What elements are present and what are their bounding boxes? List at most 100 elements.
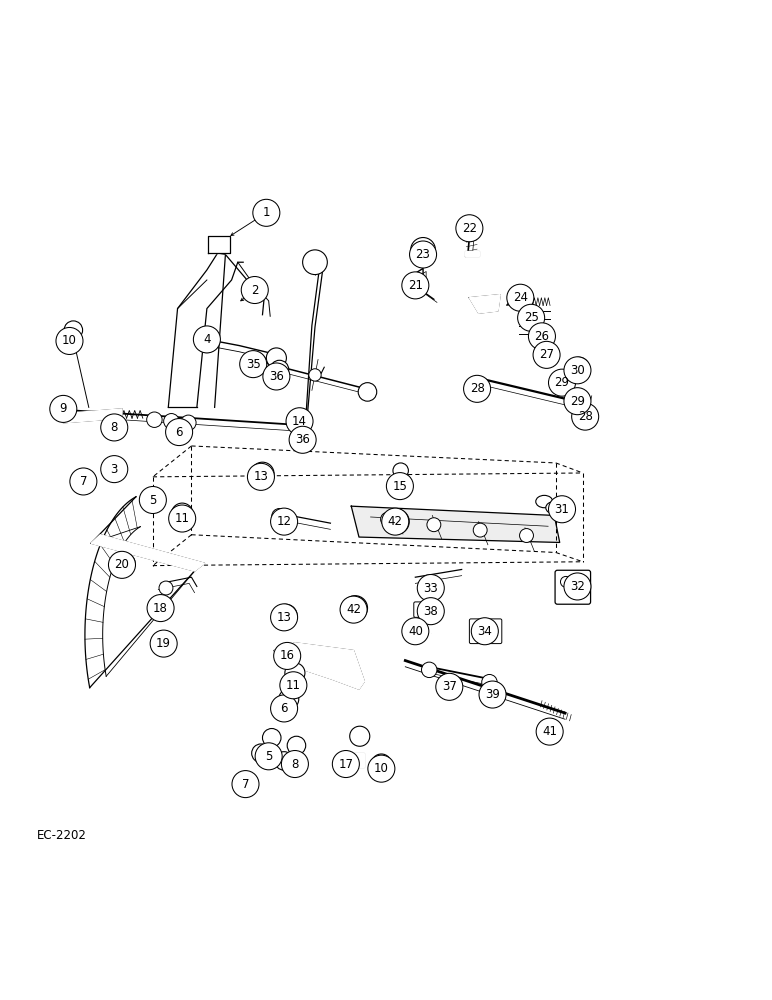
- Polygon shape: [403, 622, 431, 633]
- Circle shape: [528, 323, 555, 350]
- Circle shape: [536, 718, 563, 745]
- Polygon shape: [91, 535, 205, 571]
- Circle shape: [548, 496, 575, 523]
- Circle shape: [155, 631, 172, 648]
- Circle shape: [274, 604, 297, 627]
- Circle shape: [247, 463, 275, 490]
- FancyBboxPatch shape: [469, 619, 502, 644]
- Circle shape: [409, 241, 437, 268]
- Text: 39: 39: [485, 688, 500, 701]
- Circle shape: [272, 508, 287, 524]
- Text: 33: 33: [423, 582, 438, 595]
- Circle shape: [569, 357, 589, 377]
- Circle shape: [108, 551, 136, 578]
- Circle shape: [193, 326, 221, 353]
- Circle shape: [391, 515, 403, 528]
- Circle shape: [572, 586, 583, 596]
- Circle shape: [239, 351, 267, 378]
- Circle shape: [411, 238, 435, 262]
- Polygon shape: [465, 251, 479, 256]
- Circle shape: [393, 463, 408, 478]
- Text: 20: 20: [114, 558, 130, 571]
- Text: 11: 11: [286, 679, 301, 692]
- Circle shape: [455, 215, 483, 242]
- Text: EC-2202: EC-2202: [37, 829, 87, 842]
- Text: 27: 27: [539, 348, 554, 361]
- Text: 1: 1: [262, 206, 270, 219]
- Text: 19: 19: [156, 637, 171, 650]
- Text: 30: 30: [570, 364, 585, 377]
- Circle shape: [343, 596, 367, 620]
- Text: 41: 41: [542, 725, 557, 738]
- Polygon shape: [208, 236, 230, 253]
- Circle shape: [417, 598, 444, 625]
- Text: 13: 13: [276, 611, 292, 624]
- Text: 8: 8: [291, 758, 299, 771]
- Circle shape: [247, 353, 266, 371]
- Circle shape: [303, 250, 327, 275]
- Circle shape: [471, 618, 498, 645]
- Circle shape: [482, 674, 497, 690]
- Text: 12: 12: [276, 515, 292, 528]
- Circle shape: [386, 473, 414, 500]
- Circle shape: [309, 369, 321, 381]
- Circle shape: [560, 576, 571, 587]
- Text: 14: 14: [292, 415, 307, 428]
- Text: 7: 7: [242, 778, 249, 791]
- Circle shape: [349, 602, 361, 614]
- Text: 38: 38: [423, 605, 438, 618]
- Polygon shape: [337, 753, 364, 767]
- Circle shape: [517, 304, 544, 331]
- Circle shape: [275, 752, 293, 770]
- Circle shape: [564, 388, 591, 415]
- Text: 28: 28: [469, 382, 485, 395]
- Text: 5: 5: [265, 750, 273, 763]
- Circle shape: [427, 518, 441, 532]
- Polygon shape: [469, 295, 500, 313]
- Circle shape: [279, 689, 299, 709]
- Polygon shape: [351, 506, 560, 542]
- Circle shape: [273, 642, 300, 669]
- Circle shape: [289, 426, 317, 453]
- Circle shape: [506, 284, 534, 311]
- Circle shape: [159, 581, 173, 595]
- Text: 28: 28: [577, 410, 593, 423]
- Circle shape: [571, 403, 599, 430]
- Circle shape: [533, 341, 560, 368]
- Text: 10: 10: [62, 334, 77, 347]
- Circle shape: [262, 363, 290, 390]
- Circle shape: [381, 512, 394, 526]
- Circle shape: [56, 327, 83, 354]
- Circle shape: [463, 375, 491, 402]
- Text: 29: 29: [570, 395, 585, 408]
- Circle shape: [270, 695, 297, 722]
- Circle shape: [287, 736, 306, 755]
- Circle shape: [241, 277, 269, 304]
- Ellipse shape: [555, 508, 572, 520]
- Ellipse shape: [546, 502, 563, 514]
- Circle shape: [270, 508, 297, 535]
- Circle shape: [262, 729, 281, 747]
- Text: 37: 37: [442, 680, 457, 693]
- Circle shape: [115, 553, 135, 573]
- Text: 36: 36: [269, 370, 284, 383]
- Text: 17: 17: [338, 758, 354, 771]
- Circle shape: [479, 681, 506, 708]
- Text: 24: 24: [513, 291, 528, 304]
- Circle shape: [150, 630, 177, 657]
- Circle shape: [270, 604, 297, 631]
- Text: 6: 6: [280, 702, 288, 715]
- Circle shape: [520, 529, 533, 542]
- Text: 11: 11: [174, 512, 190, 525]
- Text: 8: 8: [110, 421, 118, 434]
- Text: 21: 21: [408, 279, 423, 292]
- Circle shape: [197, 332, 217, 353]
- Text: 32: 32: [570, 580, 585, 593]
- Circle shape: [181, 415, 196, 431]
- Circle shape: [252, 199, 279, 226]
- Circle shape: [69, 468, 97, 495]
- Circle shape: [401, 272, 429, 299]
- Circle shape: [381, 508, 409, 535]
- Circle shape: [358, 383, 377, 401]
- Text: 4: 4: [203, 333, 211, 346]
